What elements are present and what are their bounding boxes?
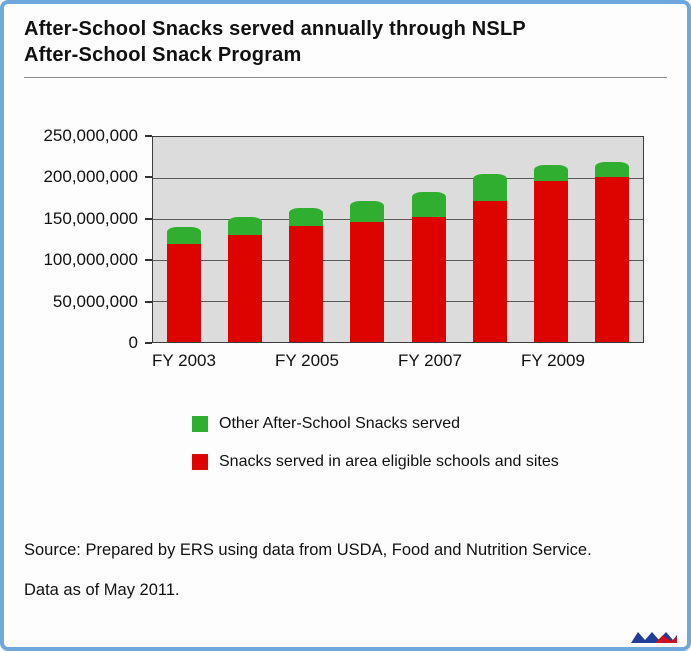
stacked-bar: [595, 162, 630, 342]
y-tick-label: 100,000,000: [43, 250, 138, 270]
bar-segment-area-eligible: [534, 181, 569, 342]
legend-item: Other After-School Snacks served: [192, 415, 667, 433]
bar-fy-2004: [214, 137, 275, 342]
bar-fy-2010: [582, 137, 643, 342]
stacked-bar: [350, 201, 385, 342]
y-tick-label: 200,000,000: [43, 167, 138, 187]
bar-fy-2007: [398, 137, 459, 342]
y-tick-label: 50,000,000: [52, 291, 138, 311]
page-title-line2: After-School Snack Program: [24, 44, 302, 66]
stacked-bar: [534, 165, 569, 342]
x-tick-label: [462, 351, 521, 371]
bar-segment-other-snacks: [411, 192, 446, 217]
bar-segment-area-eligible: [411, 217, 446, 342]
gridline: [153, 260, 643, 261]
bar-segment-area-eligible: [472, 201, 507, 342]
y-tick-mark: [145, 342, 152, 344]
y-tick-mark: [145, 259, 152, 262]
stacked-bar: [166, 227, 201, 342]
source-text: Source: Prepared by ERS using data from …: [24, 541, 592, 559]
stacked-bar: [472, 174, 507, 342]
bar-fy-2009: [521, 137, 582, 342]
bar-fy-2003: [153, 137, 214, 342]
y-tick-mark: [145, 135, 152, 137]
x-tick-label: [585, 351, 644, 371]
x-axis: FY 2003 FY 2005 FY 2007 FY 2009: [152, 351, 644, 371]
y-tick-mark: [145, 176, 152, 179]
bar-segment-area-eligible: [595, 177, 630, 342]
y-axis: 250,000,000 200,000,000 150,000,000 100,000…: [24, 126, 152, 352]
legend-item: Snacks served in area eligible schools a…: [192, 453, 667, 471]
stacked-bar: [411, 192, 446, 342]
page-title: After-School Snacks served annually thro…: [24, 16, 667, 68]
bar-segment-other-snacks: [534, 165, 569, 181]
gridline: [153, 178, 643, 179]
y-tick-label: 250,000,000: [43, 126, 138, 145]
x-tick-label: FY 2009: [521, 351, 585, 370]
legend-label: Snacks served in area eligible schools a…: [219, 453, 559, 470]
y-tick-label: 150,000,000: [43, 208, 138, 228]
x-tick-label: [339, 351, 398, 371]
legend-swatch-icon: [192, 454, 208, 470]
page-title-line1: After-School Snacks served annually thro…: [24, 18, 526, 40]
bar-segment-other-snacks: [472, 174, 507, 201]
bar-segment-other-snacks: [289, 208, 324, 226]
bar-segment-area-eligible: [166, 244, 201, 342]
bar-segment-area-eligible: [289, 226, 324, 342]
stacked-bar: [289, 208, 324, 342]
plot-area: [152, 136, 644, 343]
x-tick-label: FY 2007: [398, 351, 462, 370]
bar-fy-2008: [459, 137, 520, 342]
bar-segment-area-eligible: [227, 235, 262, 342]
bar-fy-2006: [337, 137, 398, 342]
gridline: [153, 301, 643, 302]
bar-segment-other-snacks: [166, 227, 201, 244]
bar-segment-other-snacks: [595, 162, 630, 177]
ers-logo-icon: [631, 632, 677, 643]
gridline: [153, 219, 643, 220]
x-tick-label: FY 2003: [152, 351, 216, 370]
y-tick-mark: [145, 217, 152, 220]
legend-label: Other After-School Snacks served: [219, 415, 460, 432]
legend-swatch-icon: [192, 416, 208, 432]
data-date-text: Data as of May 2011.: [24, 581, 180, 600]
stacked-bar: [227, 217, 262, 342]
bar-fy-2005: [276, 137, 337, 342]
x-tick-label: [216, 351, 275, 371]
bar-segment-other-snacks: [227, 217, 262, 235]
bar-segment-other-snacks: [350, 201, 385, 222]
bar-chart: 250,000,000 200,000,000 150,000,000 100,000…: [24, 126, 667, 352]
x-tick-label: FY 2005: [275, 351, 339, 370]
y-tick-label: 0: [128, 333, 138, 352]
title-divider: [24, 77, 667, 78]
y-tick-mark: [145, 300, 152, 303]
legend: Other After-School Snacks served Snacks s…: [192, 415, 667, 471]
bar-segment-area-eligible: [350, 222, 385, 342]
